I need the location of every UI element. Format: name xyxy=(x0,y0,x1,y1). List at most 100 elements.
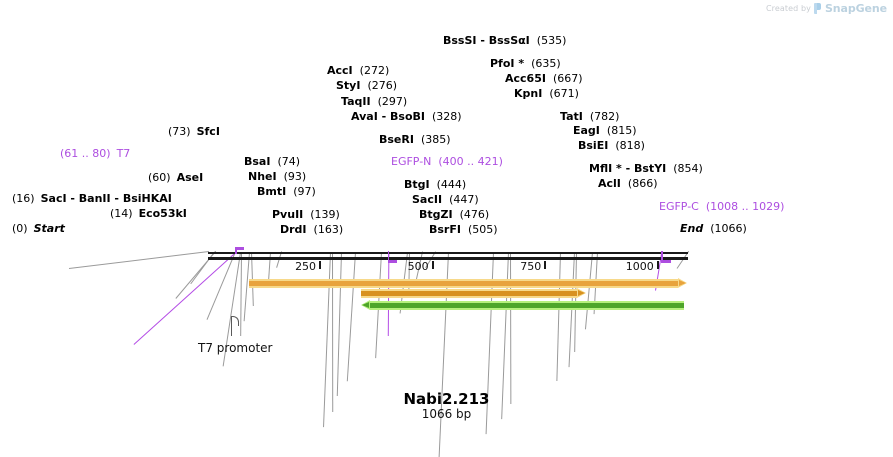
site-position: (297) xyxy=(377,95,408,108)
construct-title: Nabi2.213 xyxy=(403,390,490,408)
restriction-site-label-drdi[interactable]: DrdI (163) xyxy=(280,224,343,236)
site-name: AclI xyxy=(598,177,621,190)
ruler-tick-label: 250 xyxy=(295,260,317,273)
orf-arrow-body xyxy=(248,279,679,288)
orf-arrow-orf2[interactable] xyxy=(360,288,586,299)
restriction-site-label-saci[interactable]: (16) SacI - BanII - BsiHKAI xyxy=(12,193,172,205)
site-position: (444) xyxy=(436,178,467,191)
restriction-site-label-bsssi[interactable]: BssSI - BssSαI (535) xyxy=(443,35,566,47)
restriction-site-label-btgzi[interactable]: BtgZI (476) xyxy=(419,209,489,221)
orf-arrow-orf1[interactable] xyxy=(248,278,688,289)
site-position: (635) xyxy=(531,57,561,70)
ruler-tick xyxy=(431,261,434,269)
site-name: BseRI xyxy=(379,133,414,146)
site-name: DrdI xyxy=(280,223,307,236)
site-name: EGFP-N xyxy=(391,155,432,168)
restriction-site-label-btgi[interactable]: BtgI (444) xyxy=(404,179,466,191)
orf-arrow-head-inner xyxy=(577,290,585,296)
restriction-site-label-nhei[interactable]: NheI (93) xyxy=(248,171,306,183)
site-position: (14) xyxy=(110,207,133,220)
restriction-site-label-start[interactable]: (0) Start xyxy=(12,223,65,235)
restriction-site-label-acli[interactable]: AclI (866) xyxy=(598,178,658,190)
restriction-site-label-sfci[interactable]: (73) SfcI xyxy=(168,126,220,138)
site-position: (97) xyxy=(293,185,316,198)
site-name: AccI xyxy=(327,64,353,77)
restriction-site-label-mfli[interactable]: MflI * - BstYI (854) xyxy=(589,163,703,175)
restriction-site-label-acci[interactable]: AccI (272) xyxy=(327,65,389,77)
site-name: NheI xyxy=(248,170,277,183)
site-name: AvaI - BsoBI xyxy=(351,110,425,123)
site-position: (0) xyxy=(12,222,28,235)
site-name: SfcI xyxy=(196,125,220,138)
restriction-site-label-end[interactable]: End (1066) xyxy=(680,223,747,235)
backbone-bottom-strand xyxy=(207,257,688,260)
site-position: (866) xyxy=(627,177,658,190)
site-position: (1008 .. 1029) xyxy=(705,200,785,213)
restriction-site-label-bseri[interactable]: BseRI (385) xyxy=(379,134,451,146)
site-name: Acc65I xyxy=(505,72,546,85)
restriction-site-label-bmti[interactable]: BmtI (97) xyxy=(257,186,316,198)
site-position: (671) xyxy=(549,87,579,100)
site-name: End xyxy=(680,222,704,235)
ruler-tick xyxy=(656,261,659,269)
feature-label-egfp_n[interactable]: EGFP-N (400 .. 421) xyxy=(391,156,503,168)
restriction-site-label-styi[interactable]: StyI (276) xyxy=(336,80,397,92)
ruler-tick xyxy=(319,261,322,269)
restriction-site-label-tati[interactable]: TatI (782) xyxy=(560,111,619,123)
orf-arrow-orf3[interactable] xyxy=(360,300,684,311)
ruler-tick xyxy=(544,261,547,269)
site-name: StyI xyxy=(336,79,361,92)
site-name: SacI - BanII - BsiHKAI xyxy=(40,192,172,205)
site-position: (61 .. 80) xyxy=(60,147,111,160)
site-position: (272) xyxy=(359,64,390,77)
restriction-site-label-pfoi[interactable]: PfoI * (635) xyxy=(490,58,561,70)
restriction-site-label-kpni[interactable]: KpnI (671) xyxy=(514,88,579,100)
site-position: (505) xyxy=(467,223,498,236)
site-name: BsaI xyxy=(244,155,271,168)
restriction-site-label-eagi[interactable]: EagI (815) xyxy=(573,125,637,137)
site-position: (782) xyxy=(589,110,620,123)
feature-label-egfp_c[interactable]: EGFP-C (1008 .. 1029) xyxy=(659,201,784,213)
site-position: (16) xyxy=(12,192,35,205)
site-position: (476) xyxy=(459,208,490,221)
restriction-site-label-eco53ki[interactable]: (14) Eco53kI xyxy=(110,208,187,220)
site-name: AseI xyxy=(176,171,204,184)
restriction-site-label-taqii[interactable]: TaqII (297) xyxy=(341,96,407,108)
site-name: Eco53kI xyxy=(138,207,187,220)
snapgene-watermark: Created by SnapGene xyxy=(766,2,887,15)
site-name: BtgI xyxy=(404,178,430,191)
site-position: (667) xyxy=(552,72,583,85)
orf-arrow-head-inner xyxy=(361,302,369,308)
site-name: BtgZI xyxy=(419,208,453,221)
snapgene-logo-icon xyxy=(813,3,822,14)
site-name: BssSI - BssSαI xyxy=(443,34,530,47)
restriction-site-label-bsiei[interactable]: BsiEI (818) xyxy=(578,140,645,152)
feature-label-t7[interactable]: (61 .. 80) T7 xyxy=(60,148,130,160)
watermark-created-by-label: Created by xyxy=(765,4,811,13)
site-position: (328) xyxy=(432,110,462,123)
orf-arrow-body xyxy=(360,289,577,298)
restriction-site-label-acc65i[interactable]: Acc65I (667) xyxy=(505,73,583,85)
site-name: EagI xyxy=(573,124,600,137)
site-position: (74) xyxy=(277,155,301,168)
restriction-site-label-bsai[interactable]: BsaI (74) xyxy=(244,156,300,168)
backbone-top-strand xyxy=(207,252,688,254)
restriction-site-label-bsrfi[interactable]: BsrFI (505) xyxy=(429,224,498,236)
restriction-site-label-avai[interactable]: AvaI - BsoBI (328) xyxy=(351,111,462,123)
site-position: (1066) xyxy=(710,222,747,235)
site-position: (854) xyxy=(673,162,703,175)
ruler-tick-label: 750 xyxy=(520,260,542,273)
site-position: (535) xyxy=(536,34,567,47)
site-name: BsrFI xyxy=(429,223,461,236)
restriction-site-label-sacii[interactable]: SacII (447) xyxy=(412,194,479,206)
site-name: PvuII xyxy=(272,208,304,221)
site-name: BmtI xyxy=(257,185,287,198)
orf-arrow-head-inner xyxy=(679,280,687,286)
site-position: (447) xyxy=(449,193,479,206)
site-position: (385) xyxy=(420,133,451,146)
site-name: Start xyxy=(33,222,65,235)
site-name: MflI * - BstYI xyxy=(589,162,667,175)
site-name: TaqII xyxy=(341,95,371,108)
restriction-site-label-pvuii[interactable]: PvuII (139) xyxy=(272,209,340,221)
restriction-site-label-asei[interactable]: (60) AseI xyxy=(148,172,203,184)
